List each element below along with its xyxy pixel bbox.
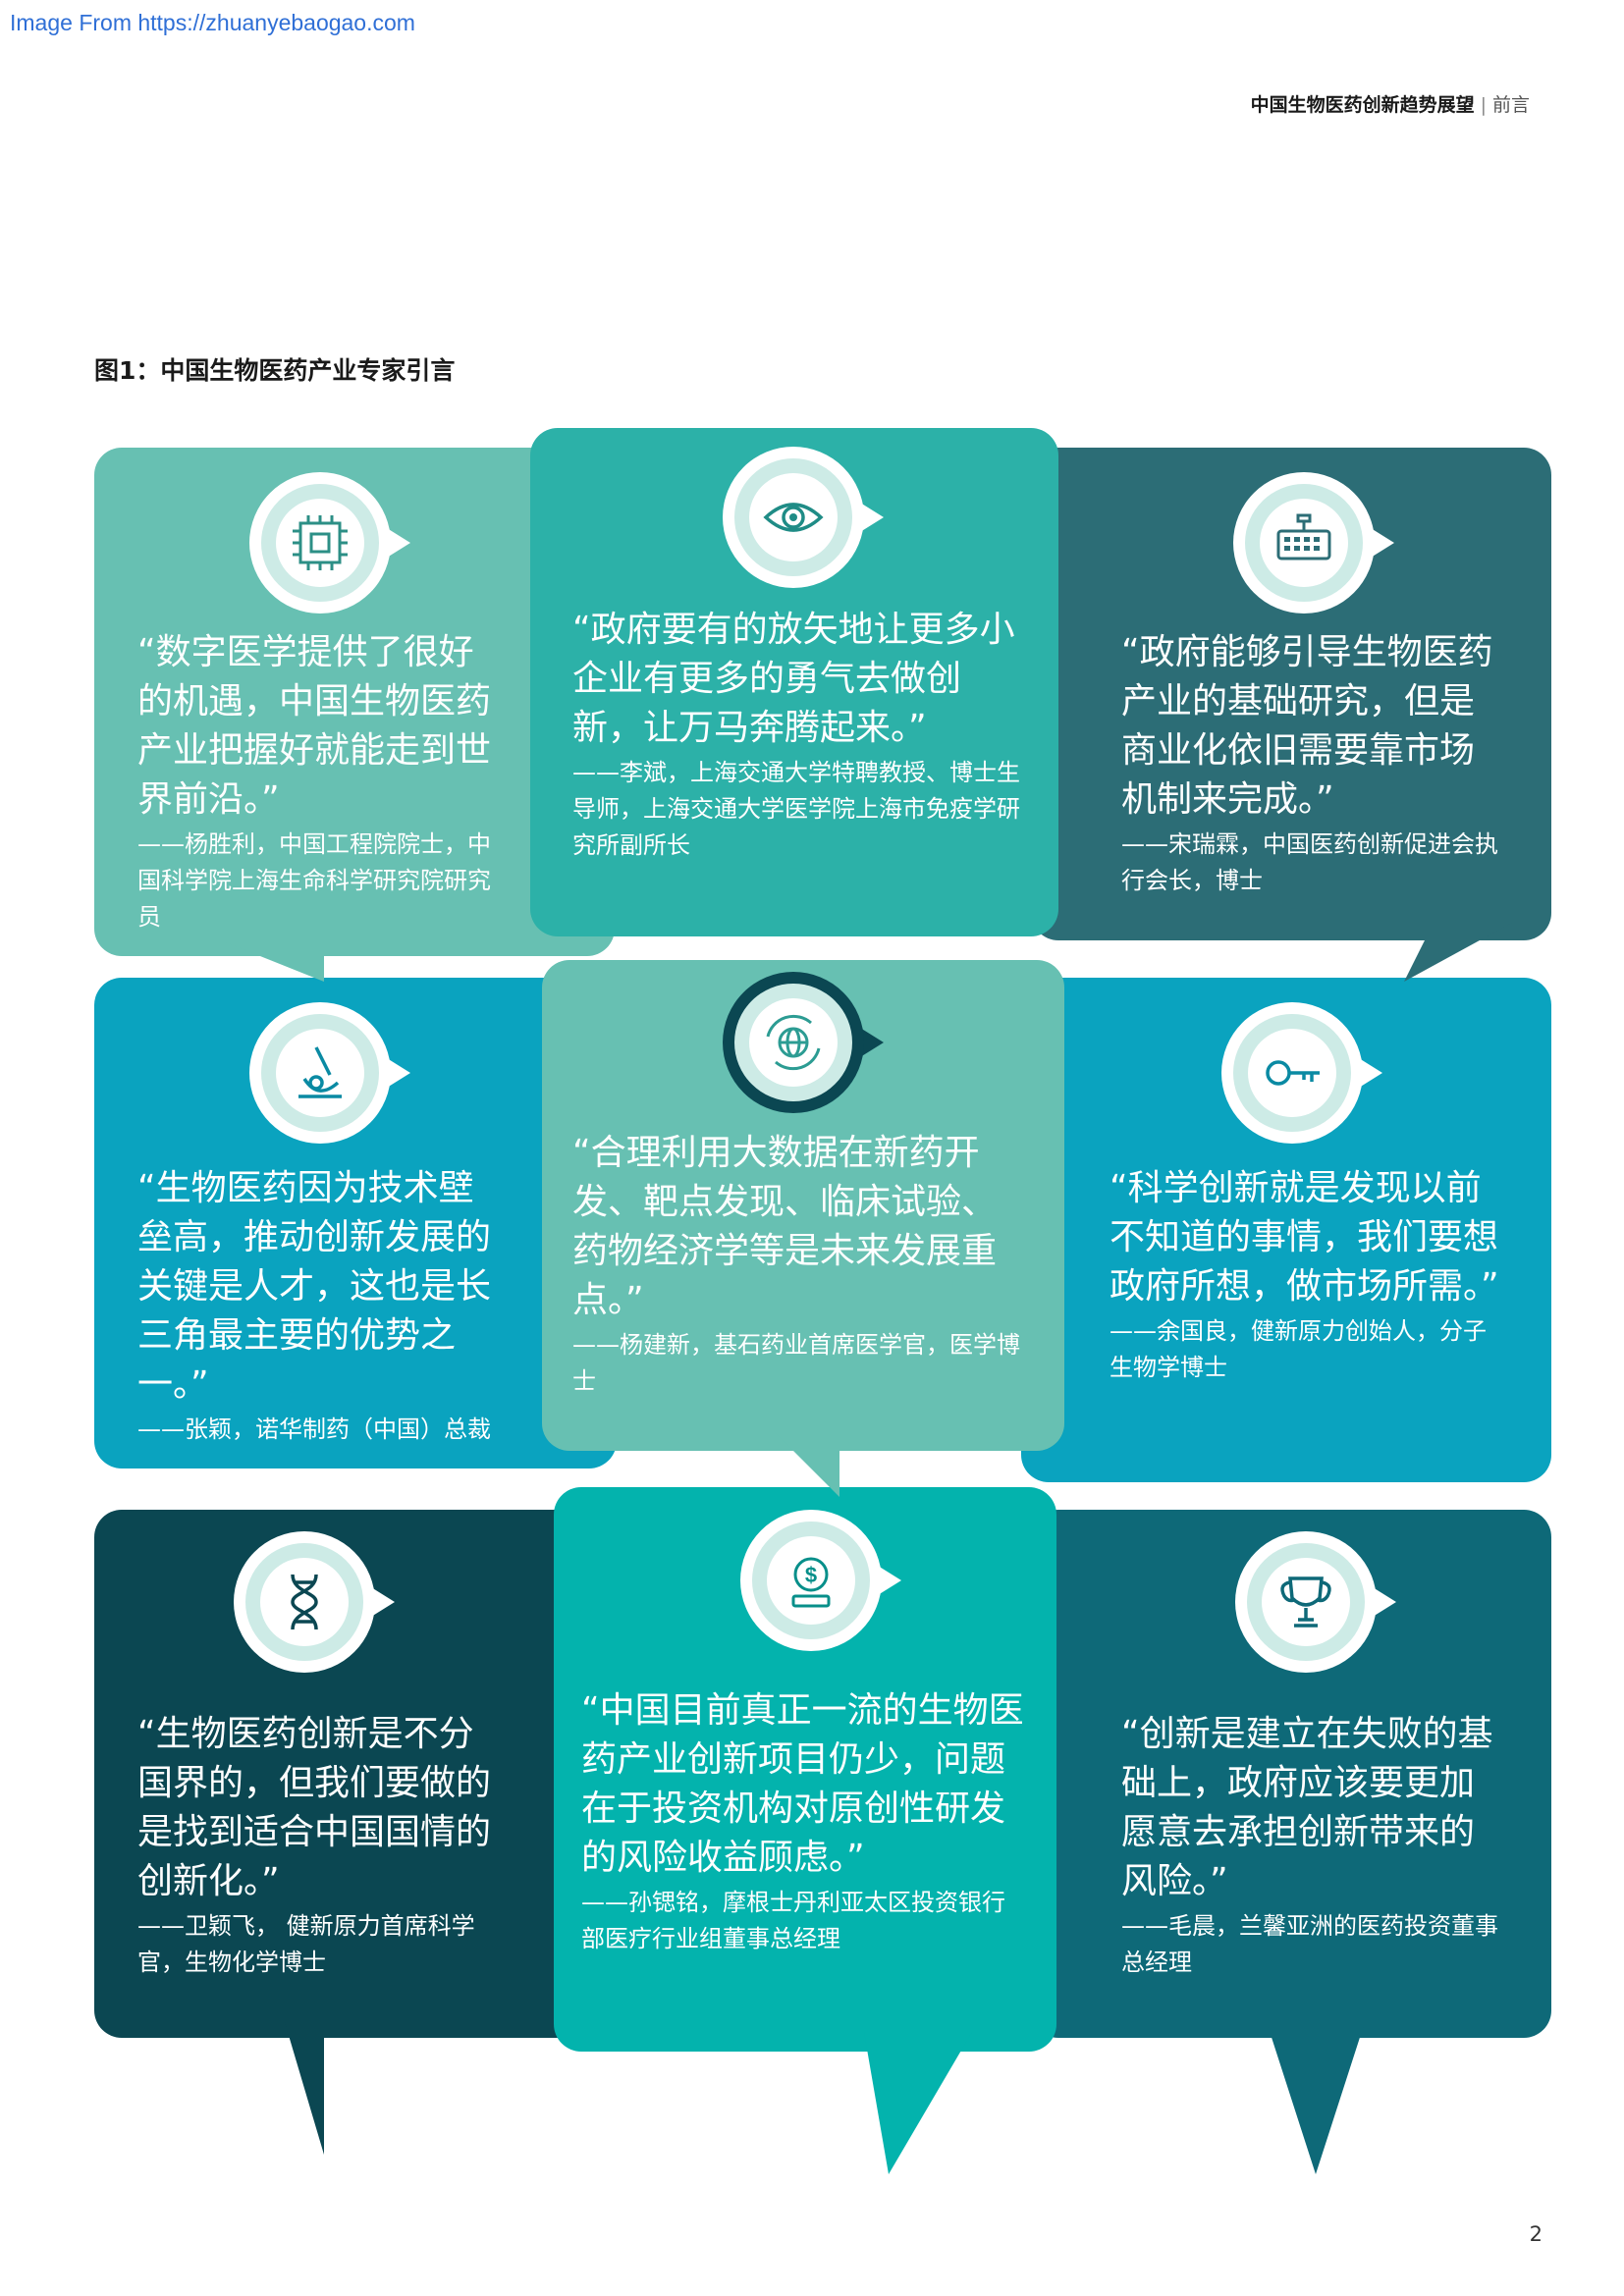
quote-attribution: ——宋瑞霖，中国医药创新促进会执行会长，博士 xyxy=(1121,830,1498,894)
bubble-1 xyxy=(94,448,615,982)
quote-attribution: ——李斌，上海交通大学特聘教授、博士生导师，上海交通大学医学院上海市免疫学研究所… xyxy=(572,759,1020,859)
keyboard-icon xyxy=(1233,472,1394,614)
header-separator: | xyxy=(1480,94,1487,116)
quote-attribution: ——孙锶铭，摩根士丹利亚太区投资银行部医疗行业组董事总经理 xyxy=(581,1889,1005,1952)
quote-text: “创新是建立在失败的基础上，政府应该要更加愿意去承担创新带来的风险。” xyxy=(1121,1714,1493,1901)
quote-text: “科学创新就是发现以前不知道的事情，我们要想政府所想，做市场所需。” xyxy=(1110,1168,1499,1307)
bubble-9 xyxy=(1031,1510,1551,2174)
quote-attribution: ——余国良，健新原力创始人，分子生物学博士 xyxy=(1110,1317,1487,1381)
bubble-8 xyxy=(554,1487,1056,2174)
microchip-icon xyxy=(249,472,410,614)
quote-text: “政府能够引导生物医药产业的基础研究，但是商业化依旧需要靠市场机制来完成。” xyxy=(1121,632,1493,820)
page-number: 2 xyxy=(1529,2222,1543,2246)
quote-text: “合理利用大数据在新药开发、靶点发现、临床试验、药物经济学等是未来发展重点。” xyxy=(572,1133,998,1320)
bubble-3 xyxy=(1031,448,1551,982)
quote-card-4: “生物医药因为技术壁垒高，推动创新发展的关键是人才，这也是长三角最主要的优势之一… xyxy=(137,1164,503,1448)
quote-card-2: “政府要有的放矢地让更多小企业有更多的勇气去做创新，让万马奔腾起来。” ——李斌… xyxy=(572,606,1026,864)
quote-card-7: “生物医药创新是不分国界的，但我们要做的是找到适合中国国情的创新化。” ——卫颖… xyxy=(137,1710,503,1981)
quote-text: “中国目前真正一流的生物医药产业创新项目仍少，问题在于投资机构对原创性研发的风险… xyxy=(581,1690,1024,1878)
watermark-link[interactable]: Image From https://zhuanyebaogao.com xyxy=(10,10,415,35)
quote-card-3: “政府能够引导生物医药产业的基础研究，但是商业化依旧需要靠市场机制来完成。” —… xyxy=(1121,628,1508,899)
eye-icon xyxy=(723,447,884,588)
running-header: 中国生物医药创新趋势展望 | 前言 xyxy=(1251,90,1530,117)
quote-attribution: ——杨建新，基石药业首席医学官，医学博士 xyxy=(572,1331,1020,1395)
bubble-7 xyxy=(94,1510,632,2155)
quote-card-9: “创新是建立在失败的基础上，政府应该要更加愿意去承担创新带来的风险。” ——毛晨… xyxy=(1121,1710,1508,1981)
quote-text: “生物医药创新是不分国界的，但我们要做的是找到适合中国国情的创新化。” xyxy=(137,1714,492,1901)
trophy-icon xyxy=(1235,1531,1396,1673)
document-title: 中国生物医药创新趋势展望 xyxy=(1250,94,1475,116)
globe-refresh-icon xyxy=(723,972,884,1113)
dna-icon xyxy=(234,1531,395,1673)
bubble-2 xyxy=(530,428,1058,936)
quote-attribution: ——卫颖飞， 健新原力首席科学官，生物化学博士 xyxy=(137,1912,475,1976)
microscope-icon xyxy=(249,1002,410,1144)
svg-text:$: $ xyxy=(805,1563,817,1587)
quote-text: “数字医学提供了很好的机遇，中国生物医药产业把握好就能走到世界前沿。” xyxy=(137,632,492,820)
quote-attribution: ——张颖，诺华制药（中国）总裁 xyxy=(137,1415,491,1443)
key-icon xyxy=(1221,1002,1382,1144)
section-name: 前言 xyxy=(1491,94,1530,116)
quote-card-5: “合理利用大数据在新药开发、靶点发现、临床试验、药物经济学等是未来发展重点。” … xyxy=(572,1129,1026,1400)
bubble-4 xyxy=(94,978,617,1468)
quote-attribution: ——毛晨，兰馨亚洲的医药投资董事总经理 xyxy=(1121,1912,1498,1976)
quote-text: “政府要有的放矢地让更多小企业有更多的勇气去做创新，让万马奔腾起来。” xyxy=(572,610,1015,748)
quote-text: “生物医药因为技术壁垒高，推动创新发展的关键是人才，这也是长三角最主要的优势之一… xyxy=(137,1168,492,1405)
bubble-6 xyxy=(1021,978,1551,1482)
quote-attribution: ——杨胜利，中国工程院院士，中国科学院上海生命科学研究院研究员 xyxy=(137,830,491,931)
quote-card-8: “中国目前真正一流的生物医药产业创新项目仍少，问题在于投资机构对原创性研发的风险… xyxy=(581,1686,1025,1957)
bubble-5 xyxy=(542,960,1064,1497)
quote-card-6: “科学创新就是发现以前不知道的事情，我们要想政府所想，做市场所需。” ——余国良… xyxy=(1110,1164,1502,1386)
figure-title: 图1：中国生物医药产业专家引言 xyxy=(94,356,456,385)
quote-card-1: “数字医学提供了很好的机遇，中国生物医药产业把握好就能走到世界前沿。” ——杨胜… xyxy=(137,628,503,935)
dollar-coin-icon: $ xyxy=(740,1510,901,1651)
